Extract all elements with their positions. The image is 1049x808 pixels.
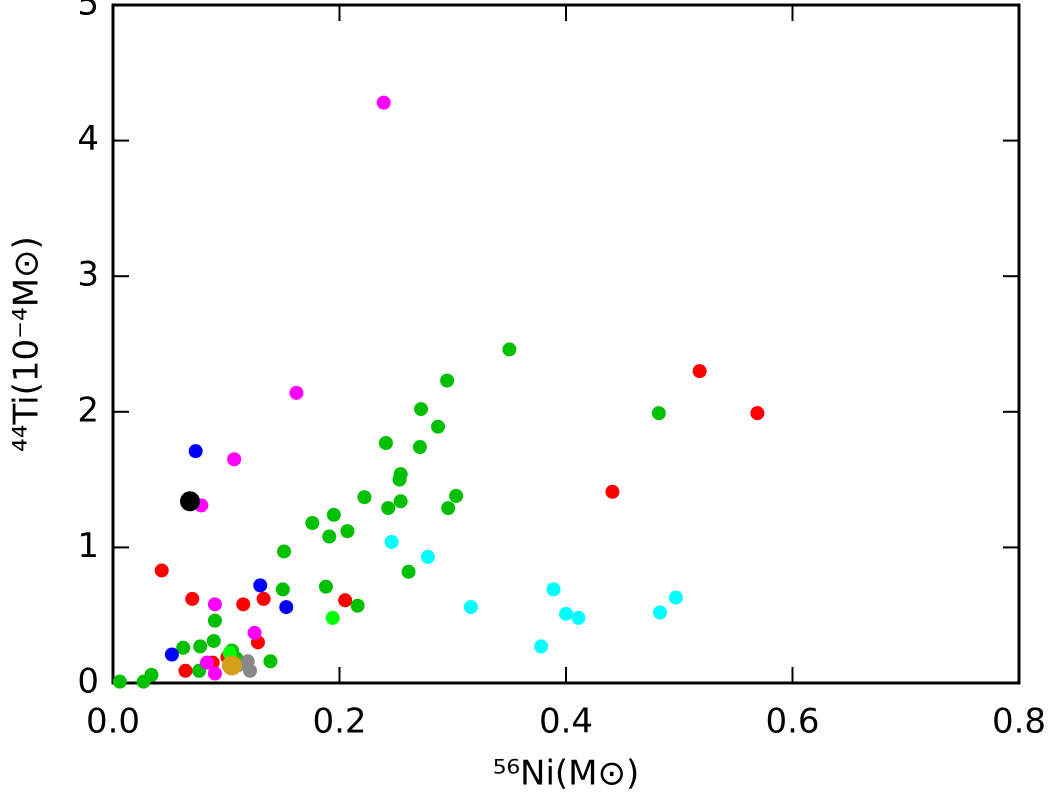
data-point	[605, 484, 620, 499]
data-point	[305, 515, 320, 530]
data-point	[227, 452, 242, 467]
data-point	[178, 663, 193, 678]
data-point	[441, 501, 456, 516]
data-point	[668, 590, 683, 605]
data-point	[571, 610, 586, 625]
data-point	[692, 364, 707, 379]
data-point	[393, 494, 408, 509]
y-tick-label: 4	[77, 119, 99, 159]
data-point	[376, 95, 391, 110]
data-point	[449, 488, 464, 503]
data-point	[275, 582, 290, 597]
data-point	[206, 633, 221, 648]
data-point	[243, 663, 258, 678]
data-point	[534, 639, 549, 654]
data-point	[236, 597, 251, 612]
data-point	[193, 639, 208, 654]
plot-frame	[111, 3, 1021, 685]
y-tick-label: 3	[77, 255, 99, 295]
data-point	[651, 406, 666, 421]
y-tick-label: 0	[77, 662, 99, 702]
data-point	[414, 402, 429, 417]
data-point	[164, 647, 179, 662]
data-point	[401, 564, 416, 579]
y-tick-label: 2	[77, 390, 99, 430]
data-point	[338, 593, 353, 608]
data-point	[378, 435, 393, 450]
x-axis-title: ⁵⁶Ni(M⊙)	[493, 754, 640, 794]
data-point	[253, 578, 268, 593]
data-point	[136, 674, 151, 689]
data-point	[154, 563, 169, 578]
data-point	[340, 524, 355, 539]
y-tick-label: 1	[77, 526, 99, 566]
data-point	[559, 606, 573, 621]
data-point	[176, 640, 191, 655]
data-point	[392, 472, 407, 487]
data-point	[247, 625, 262, 640]
y-axis-title: ⁴⁴Ti(10⁻⁴M⊙)	[7, 236, 47, 452]
data-point	[326, 507, 341, 522]
data-point	[420, 549, 435, 564]
y-tick-label: 5	[77, 0, 99, 24]
data-point	[350, 598, 365, 613]
data-point	[221, 655, 242, 676]
data-point	[185, 591, 200, 606]
data-point	[289, 385, 304, 400]
data-point	[412, 440, 427, 455]
data-point	[188, 444, 203, 459]
x-tick-label: 0.6	[765, 702, 819, 742]
data-point	[112, 674, 127, 689]
data-point	[652, 605, 667, 620]
data-point	[207, 613, 222, 628]
x-tick-label: 0.8	[992, 702, 1046, 742]
data-point	[431, 419, 446, 434]
x-tick-label: 0.2	[312, 702, 366, 742]
data-point	[440, 373, 455, 388]
data-point	[322, 529, 337, 544]
data-point	[256, 591, 271, 606]
data-point	[180, 491, 201, 512]
data-point	[207, 597, 222, 612]
data-point	[277, 544, 292, 559]
data-point	[279, 600, 294, 615]
data-point	[263, 654, 278, 669]
data-point	[546, 582, 561, 597]
data-point	[199, 655, 214, 670]
data-point	[318, 579, 333, 594]
data-point	[207, 666, 222, 681]
x-tick-label: 0.4	[539, 702, 593, 742]
data-point	[750, 406, 765, 421]
data-point	[384, 534, 399, 549]
data-point	[463, 600, 478, 615]
data-point	[325, 610, 340, 625]
data-point	[502, 342, 517, 357]
x-tick-label: 0.0	[86, 702, 140, 742]
data-point	[381, 501, 396, 516]
data-point	[357, 490, 372, 505]
